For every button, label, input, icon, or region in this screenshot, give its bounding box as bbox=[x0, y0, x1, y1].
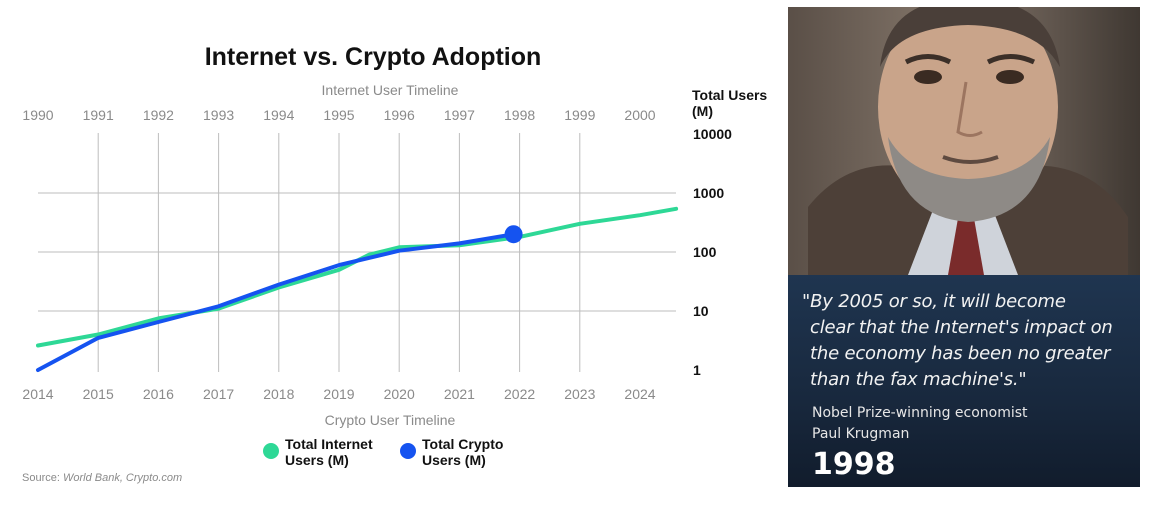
source-note: Source: World Bank, Crypto.com bbox=[22, 472, 182, 484]
bottom-tick-label: 2022 bbox=[504, 386, 535, 402]
bottom-tick-label: 2014 bbox=[22, 386, 53, 402]
source-prefix: Source: bbox=[22, 472, 63, 484]
series-lines bbox=[36, 206, 679, 372]
legend: Total Internet Users (M) Total Crypto Us… bbox=[263, 436, 503, 468]
top-tick-label: 2000 bbox=[624, 107, 655, 123]
bottom-tick-label: 2016 bbox=[143, 386, 174, 402]
top-tick-label: 1995 bbox=[323, 107, 354, 123]
grid-lines bbox=[38, 133, 676, 372]
chart-title: Internet vs. Crypto Adoption bbox=[205, 43, 542, 71]
bottom-tick-label: 2015 bbox=[83, 386, 114, 402]
bottom-axis-ticks: 2014 2015 2016 2017 2018 2019 2020 2021 2022 2023… bbox=[22, 386, 655, 402]
top-axis-title: Internet User Timeline bbox=[322, 82, 459, 98]
top-tick-label: 1993 bbox=[203, 107, 234, 123]
legend-crypto-swatch bbox=[400, 443, 416, 459]
y-tick-label: 1000 bbox=[693, 185, 724, 201]
top-tick-label: 1996 bbox=[384, 107, 415, 123]
y-tick-label: 1 bbox=[693, 362, 701, 378]
krugman-quote: "By 2005 or so, it will become clear tha… bbox=[802, 289, 1132, 393]
adoption-chart: Internet vs. Crypto Adoption Internet Us… bbox=[22, 43, 767, 484]
legend-internet-swatch bbox=[263, 443, 279, 459]
crypto-latest-point bbox=[504, 225, 523, 244]
crypto-users-line bbox=[36, 232, 516, 372]
bottom-tick-label: 2023 bbox=[564, 386, 595, 402]
quote-line: clear that the Internet's impact on bbox=[810, 317, 1113, 338]
legend-crypto-label-line1: Total Crypto bbox=[422, 436, 503, 452]
bottom-tick-label: 2024 bbox=[624, 386, 655, 402]
top-axis-ticks: 1990 1991 1992 1993 1994 1995 1996 1997 1998 1999… bbox=[22, 107, 655, 123]
quote-line: the economy has been no greater bbox=[810, 343, 1111, 364]
internet-users-line bbox=[36, 206, 679, 348]
bottom-tick-label: 2021 bbox=[444, 386, 475, 402]
portrait-image bbox=[808, 7, 1128, 275]
top-tick-label: 1999 bbox=[564, 107, 595, 123]
quote-background bbox=[788, 275, 1140, 487]
source-text: World Bank, Crypto.com bbox=[63, 472, 182, 484]
quote-line: than the fax machine's." bbox=[810, 369, 1027, 390]
bottom-axis-title: Crypto User Timeline bbox=[325, 412, 456, 428]
bottom-tick-label: 2018 bbox=[263, 386, 294, 402]
y-tick-label: 10 bbox=[693, 303, 709, 319]
y-axis-label-line2: (M) bbox=[692, 103, 713, 119]
attribution-line: Paul Krugman bbox=[812, 426, 910, 442]
quote-line: "By 2005 or so, it will become bbox=[802, 291, 1066, 312]
legend-crypto-label-line2: Users (M) bbox=[422, 452, 486, 468]
bottom-tick-label: 2017 bbox=[203, 386, 234, 402]
y-tick-label: 10000 bbox=[693, 126, 732, 142]
bottom-tick-label: 2020 bbox=[384, 386, 415, 402]
y-tick-label: 100 bbox=[693, 244, 717, 260]
quote-attribution: Nobel Prize-winning economist Paul Krugm… bbox=[812, 403, 1028, 445]
top-tick-label: 1997 bbox=[444, 107, 475, 123]
top-tick-label: 1990 bbox=[22, 107, 53, 123]
top-tick-label: 1994 bbox=[263, 107, 294, 123]
top-tick-label: 1991 bbox=[83, 107, 114, 123]
krugman-quote-panel: "By 2005 or so, it will become clear tha… bbox=[788, 7, 1140, 487]
top-tick-label: 1998 bbox=[504, 107, 535, 123]
quote-year: 1998 bbox=[812, 447, 896, 482]
attribution-line: Nobel Prize-winning economist bbox=[812, 405, 1028, 421]
legend-internet-label-line2: Users (M) bbox=[285, 452, 349, 468]
bottom-tick-label: 2019 bbox=[323, 386, 354, 402]
legend-internet-label-line1: Total Internet bbox=[285, 436, 373, 452]
y-axis-label-line1: Total Users bbox=[692, 87, 767, 103]
top-tick-label: 1992 bbox=[143, 107, 174, 123]
y-axis-ticks: 1 10 100 1000 10000 bbox=[693, 126, 732, 378]
